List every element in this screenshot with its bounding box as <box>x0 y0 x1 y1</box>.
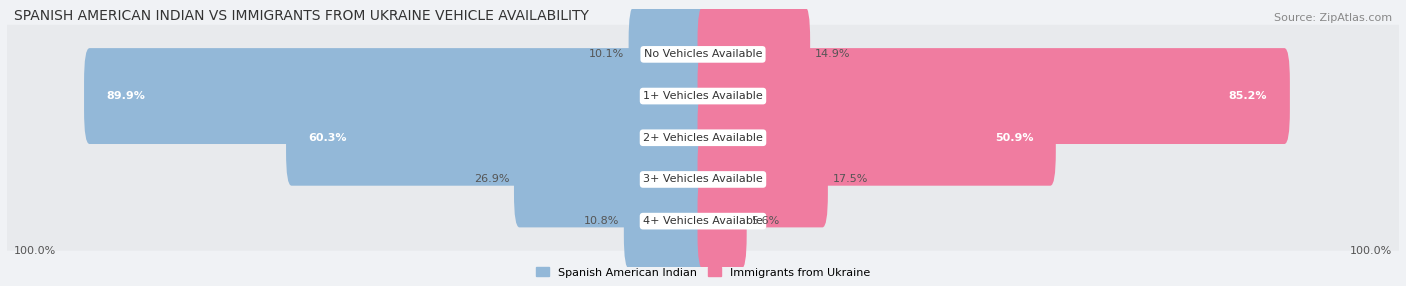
FancyBboxPatch shape <box>84 48 709 144</box>
Legend: Spanish American Indian, Immigrants from Ukraine: Spanish American Indian, Immigrants from… <box>531 263 875 282</box>
FancyBboxPatch shape <box>285 90 709 186</box>
Text: 17.5%: 17.5% <box>832 174 868 184</box>
Text: Source: ZipAtlas.com: Source: ZipAtlas.com <box>1274 13 1392 23</box>
FancyBboxPatch shape <box>697 90 1056 186</box>
Text: 85.2%: 85.2% <box>1229 91 1267 101</box>
Text: 50.9%: 50.9% <box>995 133 1033 143</box>
Text: 14.9%: 14.9% <box>815 49 851 59</box>
Text: SPANISH AMERICAN INDIAN VS IMMIGRANTS FROM UKRAINE VEHICLE AVAILABILITY: SPANISH AMERICAN INDIAN VS IMMIGRANTS FR… <box>14 9 589 23</box>
Text: 1+ Vehicles Available: 1+ Vehicles Available <box>643 91 763 101</box>
Text: 60.3%: 60.3% <box>308 133 347 143</box>
Text: 10.8%: 10.8% <box>583 216 619 226</box>
Text: 5.6%: 5.6% <box>751 216 780 226</box>
FancyBboxPatch shape <box>697 173 747 269</box>
Text: 100.0%: 100.0% <box>1350 246 1392 256</box>
FancyBboxPatch shape <box>697 48 1289 144</box>
FancyBboxPatch shape <box>628 6 709 102</box>
FancyBboxPatch shape <box>4 192 1402 251</box>
Text: 4+ Vehicles Available: 4+ Vehicles Available <box>643 216 763 226</box>
FancyBboxPatch shape <box>4 150 1402 209</box>
Text: 26.9%: 26.9% <box>474 174 509 184</box>
FancyBboxPatch shape <box>624 173 709 269</box>
Text: 2+ Vehicles Available: 2+ Vehicles Available <box>643 133 763 143</box>
Text: No Vehicles Available: No Vehicles Available <box>644 49 762 59</box>
FancyBboxPatch shape <box>4 66 1402 126</box>
Text: 89.9%: 89.9% <box>107 91 145 101</box>
FancyBboxPatch shape <box>697 132 828 227</box>
FancyBboxPatch shape <box>515 132 709 227</box>
FancyBboxPatch shape <box>4 108 1402 167</box>
FancyBboxPatch shape <box>697 6 810 102</box>
Text: 3+ Vehicles Available: 3+ Vehicles Available <box>643 174 763 184</box>
Text: 10.1%: 10.1% <box>589 49 624 59</box>
Text: 100.0%: 100.0% <box>14 246 56 256</box>
FancyBboxPatch shape <box>4 25 1402 84</box>
